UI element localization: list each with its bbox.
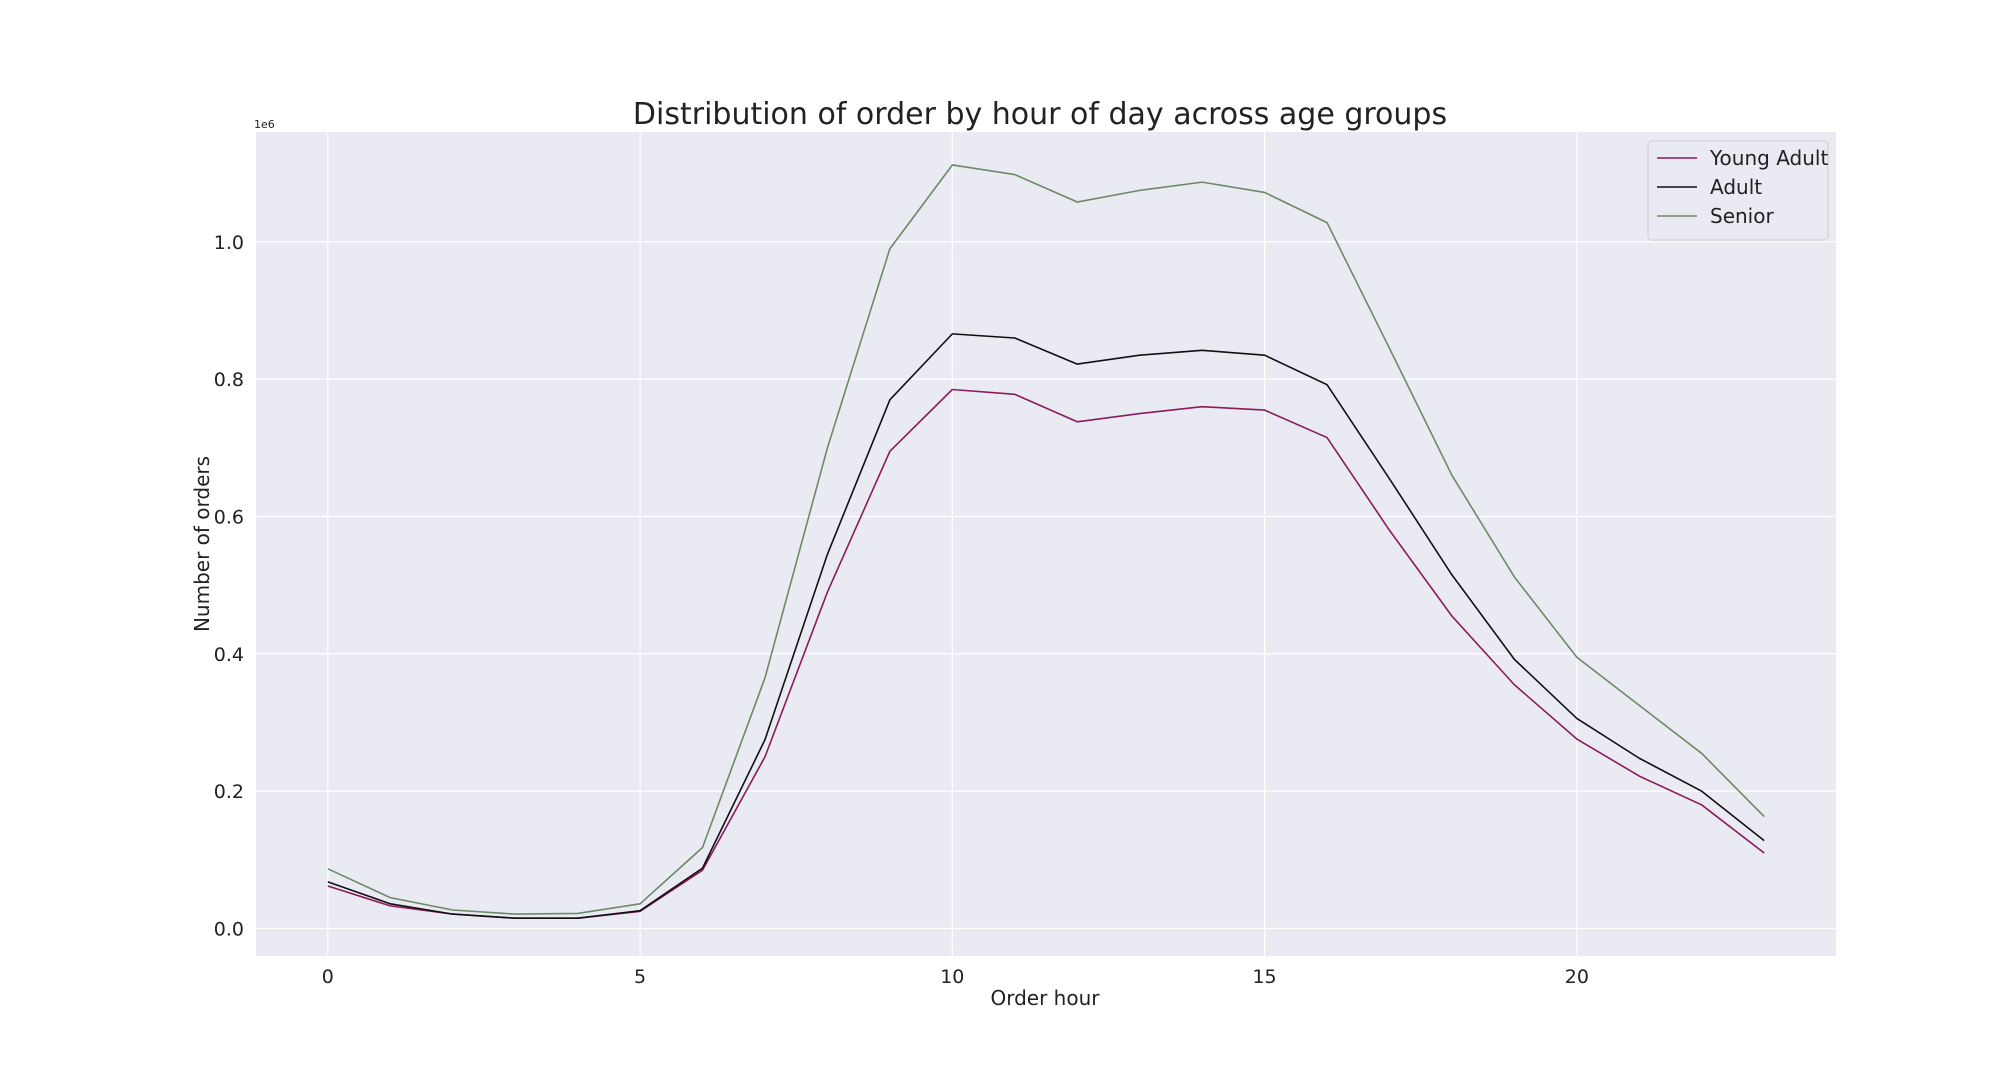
y-tick-label: 0.4 [214,644,244,666]
x-tick-label: 10 [940,966,964,988]
y-tick-label: 0.8 [214,369,244,391]
y-tick-label: 1.0 [214,232,244,254]
legend-entry: Senior [1710,204,1774,228]
x-tick-label: 15 [1252,966,1276,988]
x-tick-label: 5 [634,966,646,988]
y-tick-label: 0.6 [214,507,244,529]
legend: Young Adult Adult Senior [1647,140,1829,241]
x-tick-label: 0 [322,966,334,988]
legend-entry: Adult [1710,175,1762,199]
series-line-senior [327,164,1765,915]
y-tick-label: 0.2 [214,781,244,803]
y-tick-label: 0.0 [214,919,244,941]
plot-background [256,132,1836,956]
chart-title: Distribution of order by hour of day acr… [633,97,1447,132]
y-axis-label: Number of orders [190,456,214,632]
y-axis-offset-label: 1e6 [254,118,275,131]
x-tick-label: 20 [1565,966,1589,988]
x-axis-label: Order hour [990,986,1100,1010]
legend-entry: Young Adult [1709,146,1828,170]
plot-area: 0.0 0.2 0.4 0.6 0.8 1.0 0 5 10 15 20 [214,132,1836,988]
series-line-adult [327,333,1765,920]
